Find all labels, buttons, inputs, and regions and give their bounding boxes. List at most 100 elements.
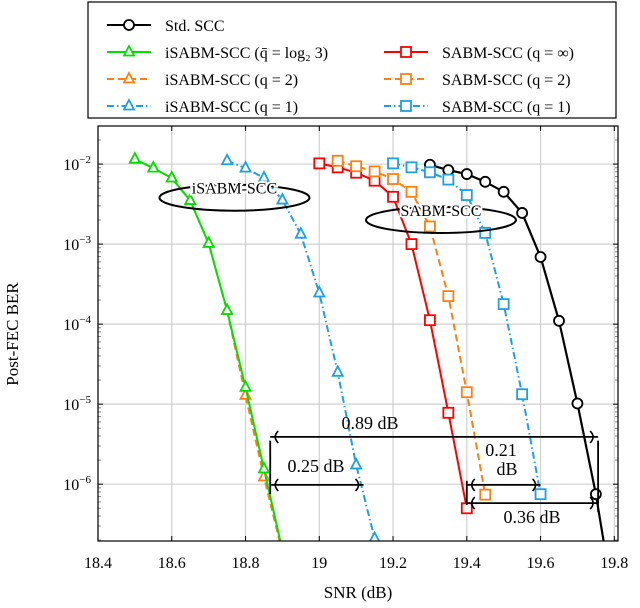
data-point xyxy=(387,157,399,170)
series-2 xyxy=(313,157,473,515)
legend-label: SABM-SCC (q = ∞) xyxy=(442,45,574,62)
legend-entry: iSABM-SCC (q̄ = log₂ 3) xyxy=(107,44,328,62)
data-point xyxy=(479,227,492,239)
data-point xyxy=(146,160,160,173)
data-point xyxy=(497,298,510,310)
data-point xyxy=(277,544,287,554)
legend-swatch-marker xyxy=(400,46,412,58)
data-point xyxy=(128,151,142,164)
legend-label: iSABM-SCC (q = 1) xyxy=(165,99,298,116)
data-point xyxy=(534,488,547,501)
arrowhead-right xyxy=(354,478,360,492)
data-point xyxy=(497,185,510,198)
arrowhead-left xyxy=(471,496,476,510)
arrowhead-right xyxy=(589,430,594,444)
y-tick-label: 10−5 xyxy=(63,394,91,414)
y-tick-exponent: −4 xyxy=(79,314,91,326)
series-1 xyxy=(128,151,287,554)
y-tick-base: 10 xyxy=(63,477,79,494)
data-point xyxy=(349,456,363,470)
data-point xyxy=(165,170,179,183)
data-point xyxy=(479,175,492,188)
data-point xyxy=(220,152,234,166)
series-line xyxy=(134,158,282,541)
data-point xyxy=(202,235,216,248)
data-point xyxy=(516,207,529,219)
arrow-label: 0.89 dB xyxy=(341,413,398,433)
x-tick-label: 18.6 xyxy=(158,555,186,572)
data-point xyxy=(350,160,363,173)
series-4 xyxy=(331,154,492,501)
data-point xyxy=(239,160,253,173)
data-point xyxy=(442,164,455,177)
data-point xyxy=(460,386,473,399)
grid xyxy=(97,126,618,541)
data-point xyxy=(257,170,271,183)
x-tick-label: 19 xyxy=(311,555,327,572)
data-point xyxy=(460,189,473,201)
y-axis-label: Post-FEC BER xyxy=(3,282,22,386)
arrowhead-left xyxy=(274,430,279,444)
data-point xyxy=(294,226,308,239)
data-point xyxy=(442,290,455,302)
y-tick-exponent: −3 xyxy=(79,234,91,246)
arrowhead-right xyxy=(589,496,594,510)
legend-box xyxy=(87,1,617,119)
data-point xyxy=(331,154,344,167)
legend: Std. SCC iSABM-SCC (q̄ = log₂ 3) SABM-SCC … xyxy=(87,1,617,119)
data-point xyxy=(460,168,473,180)
x-tick-label: 19.8 xyxy=(600,555,628,572)
legend-label: iSABM-SCC (q = 2) xyxy=(165,72,298,89)
legend-entry: SABM-SCC (q = 2) xyxy=(384,72,571,89)
arrow-label: 0.25 dB xyxy=(287,456,344,476)
y-tick-base: 10 xyxy=(63,237,79,254)
data-point xyxy=(424,166,436,179)
arrowhead-left xyxy=(274,478,279,492)
data-point xyxy=(275,192,289,205)
y-tick-exponent: −5 xyxy=(79,394,91,406)
plot-frame xyxy=(97,125,619,542)
legend-entry: Std. SCC xyxy=(107,18,225,35)
data-point xyxy=(387,173,399,185)
y-tick-base: 10 xyxy=(63,157,79,174)
data-point xyxy=(609,601,619,608)
legend-swatch-marker xyxy=(122,44,136,57)
data-point xyxy=(239,379,253,392)
data-point xyxy=(405,161,418,174)
data-point xyxy=(257,461,271,474)
x-tick-label: 19.4 xyxy=(453,555,481,572)
data-point xyxy=(442,173,455,186)
data-point xyxy=(534,251,547,263)
legend-label: Std. SCC xyxy=(165,18,225,35)
ellipse-label: iSABM-SCC xyxy=(192,181,277,198)
data-point xyxy=(424,220,436,233)
data-point xyxy=(442,406,455,419)
legend-label: SABM-SCC (q = 2) xyxy=(442,72,571,89)
legend-label: SABM-SCC (q = 1) xyxy=(442,99,571,116)
ellipse-annotation xyxy=(158,183,311,212)
data-point xyxy=(571,397,584,410)
data-point xyxy=(369,530,381,541)
data-point xyxy=(313,157,326,170)
x-tick-label: 19.2 xyxy=(379,555,407,572)
x-axis-label: SNR (dB) xyxy=(324,583,392,602)
arrowhead-left xyxy=(471,478,476,492)
series-5 xyxy=(220,152,381,541)
data-point xyxy=(312,285,326,298)
ellipse-label: SABM-SCC xyxy=(401,203,482,220)
arrow-label: dB xyxy=(496,459,517,479)
legend-entry: SABM-SCC (q = ∞) xyxy=(384,45,574,62)
legend-label: iSABM-SCC (q̄ = log₂ 3) xyxy=(165,45,328,62)
legend-swatch-marker xyxy=(122,71,136,84)
y-tick-base: 10 xyxy=(63,317,79,334)
ellipse-annotation xyxy=(364,206,517,235)
y-tick-label: 10−4 xyxy=(63,314,91,334)
legend-swatch-marker xyxy=(122,98,136,111)
y-tick-base: 10 xyxy=(63,397,79,414)
legend-entry: iSABM-SCC (q = 1) xyxy=(107,98,298,116)
data-point xyxy=(405,185,418,198)
data-point xyxy=(368,165,381,178)
arrow-label: 0.36 dB xyxy=(503,507,560,527)
